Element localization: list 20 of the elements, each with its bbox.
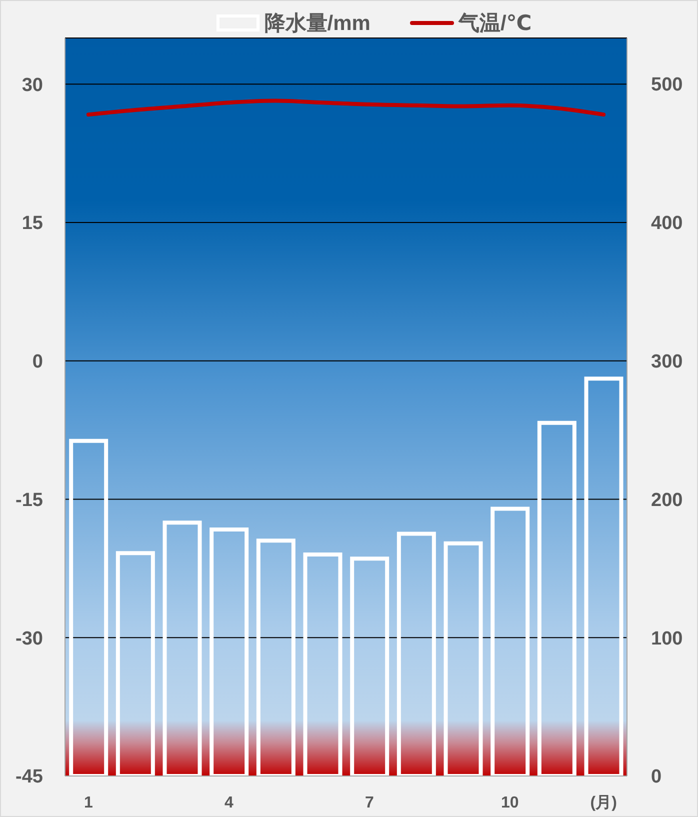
y2-tick-label: 200	[651, 490, 683, 511]
x-tick-label: 10	[501, 794, 519, 812]
y-tick-label: 30	[22, 74, 43, 96]
y2-tick-label: 500	[651, 74, 683, 96]
y-tick-label: 15	[22, 213, 44, 234]
y-tick-label: -45	[16, 766, 44, 788]
y2-tick-label: 100	[651, 628, 683, 650]
x-axis-title: (月)	[590, 794, 617, 812]
y-tick-label: 0	[32, 352, 43, 373]
y-tick-label: -15	[16, 490, 44, 511]
y-tick-label: -30	[16, 628, 43, 650]
x-tick-label: 4	[224, 794, 234, 812]
line-series	[86, 98, 606, 117]
legend-label: 气温/℃	[458, 11, 532, 37]
legend-label: 降水量/mm	[264, 11, 370, 37]
y2-tick-label: 400	[651, 212, 683, 234]
x-tick-label: 1	[84, 794, 93, 812]
y2-tick-label: 300	[651, 351, 683, 372]
y2-tick-label: 0	[651, 766, 662, 788]
x-tick-label: 7	[364, 794, 374, 812]
